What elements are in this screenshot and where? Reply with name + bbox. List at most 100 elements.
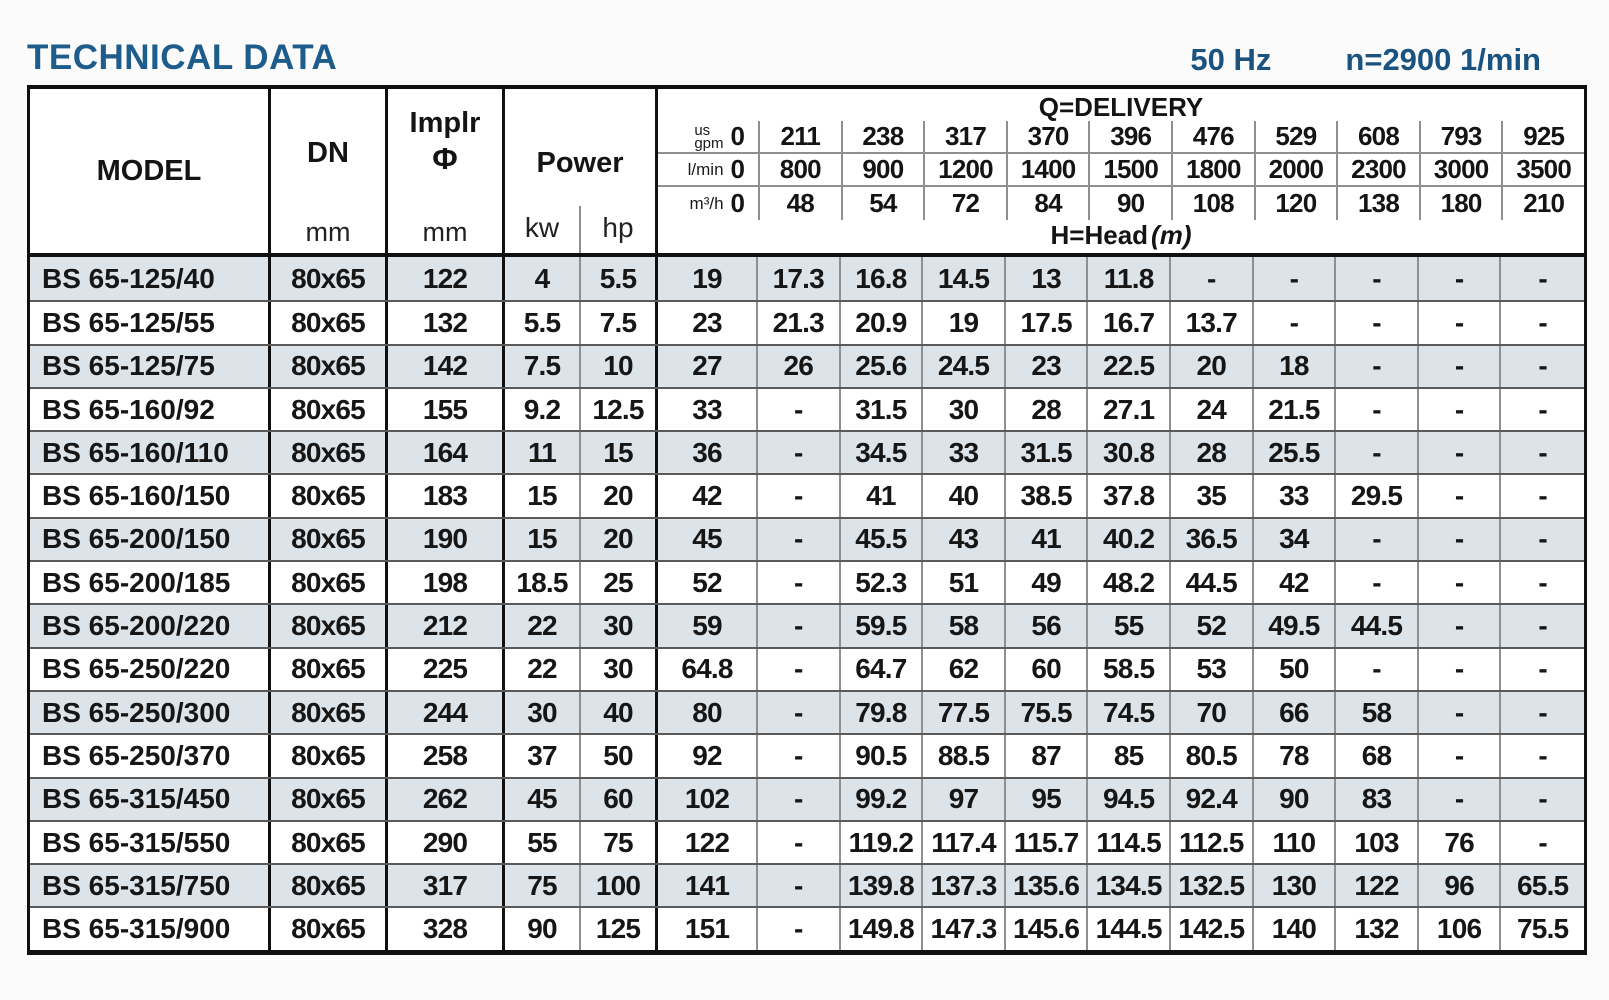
impeller-diameter-cell: 244 (388, 691, 505, 734)
delivery-value-cell: 529 (1253, 121, 1337, 153)
power-hp-cell: 30 (581, 605, 658, 647)
frequency-label: 50 Hz (1190, 42, 1272, 77)
head-value-cell: 56 (1006, 605, 1089, 647)
head-value-cell: 36 (658, 432, 758, 474)
head-value-cell: 62 (923, 648, 1006, 690)
head-value-cell: 25.5 (1254, 432, 1337, 474)
m3h-label: m³/h (689, 193, 724, 213)
model-cell: BS 65-315/450 (30, 778, 271, 820)
head-value-cell: 51 (923, 562, 1006, 604)
col-header-dn: DN mm (271, 89, 388, 253)
head-value-cell: 33 (1254, 475, 1337, 517)
impeller-diameter-cell: 262 (388, 778, 505, 820)
impeller-diameter-cell: 155 (388, 388, 505, 431)
head-value-cell: - (1171, 257, 1254, 301)
head-value-cell: 42 (658, 475, 758, 517)
head-value-cell: 80 (658, 691, 758, 734)
model-cell: BS 65-200/185 (30, 562, 271, 604)
head-value-cell: - (1254, 302, 1337, 344)
model-cell: BS 65-250/220 (30, 648, 271, 690)
head-value-cell: 50 (1254, 648, 1337, 690)
head-value-cell: 19 (658, 257, 758, 301)
power-kw-cell: 22 (505, 605, 581, 647)
head-value-cell: - (1538, 696, 1547, 728)
model-cell: BS 65-200/220 (30, 605, 271, 647)
head-value-cell: 52 (1171, 605, 1254, 647)
model-cell: BS 65-250/370 (30, 735, 271, 777)
head-value-cell: 38.5 (1006, 475, 1089, 517)
head-value-cell: 20.9 (841, 302, 924, 344)
head-value-cell: - (758, 735, 841, 777)
head-value-cell: 34 (1254, 518, 1337, 561)
dn-cell: 80x65 (271, 908, 388, 950)
table-row: BS 65-315/450 80x65 262 45 60 102-99.2 97 95 94.… (30, 776, 1584, 820)
power-hp-cell: 7.5 (581, 302, 658, 344)
head-value-cell: 103 (1336, 821, 1419, 864)
head-value-cell: - (758, 432, 841, 474)
dn-cell: 80x65 (271, 302, 388, 344)
table-row: BS 65-160/92 80x65 155 9.2 12.5 33-31.5 30 28 27… (30, 386, 1584, 431)
power-hp-cell: 125 (581, 908, 658, 950)
head-value-cell: - (1538, 783, 1547, 815)
head-value-cell: - (758, 648, 841, 690)
head-value-cell: 132.5 (1171, 865, 1254, 907)
head-value-cell: 70 (1171, 691, 1254, 734)
head-value-cell: 58 (923, 605, 1006, 647)
head-value-cell: 132 (1336, 908, 1419, 950)
power-hp-cell: 100 (581, 865, 658, 907)
delivery-value-cell: 84 (1005, 187, 1089, 221)
head-value-cell: 74.5 (1088, 691, 1171, 734)
table-row: BS 65-315/550 80x65 290 55 75 122-119.2 117.4 1… (30, 819, 1584, 864)
delivery-value-cell: 238 (840, 121, 924, 153)
power-hp-cell: 40 (581, 691, 658, 734)
title-bar: TECHNICAL DATA 50 Hz n=2900 1/min (27, 16, 1587, 78)
dn-cell: 80x65 (271, 432, 388, 474)
delivery-value-cell: 211 (758, 121, 841, 153)
head-value-cell: 16.8 (841, 257, 924, 301)
head-value-cell: 75.5 (1006, 691, 1089, 734)
model-cell: BS 65-125/40 (30, 257, 271, 301)
table-row: BS 65-250/300 80x65 244 30 40 80-79.8 77.5 75.5… (30, 689, 1584, 734)
head-value-cell: - (1538, 610, 1547, 642)
table-row: BS 65-200/150 80x65 190 15 20 45-45.5 43 41 40.2… (30, 516, 1584, 561)
lmin-unit-cell: l/min 0 (658, 154, 758, 185)
head-value-cell: 65.5 (1517, 869, 1569, 901)
head-value-cell: 30.8 (1088, 432, 1171, 474)
table-header: MODEL DN mm Implr Φ mm Power kw hp (30, 89, 1584, 257)
delivery-m3h-row: m³/h 0 48 54 72 84 90 108 120 138 180 210 (658, 187, 1584, 221)
table-row: BS 65-200/220 80x65 212 22 30 59-59.5 58 56 55 52… (30, 603, 1584, 647)
col-header-impeller: Implr Φ mm (388, 89, 505, 253)
dn-cell: 80x65 (271, 345, 388, 387)
head-value-cell: 83 (1336, 778, 1419, 820)
head-value-cell: 14.5 (923, 257, 1006, 301)
head-value-cell: 55 (1088, 605, 1171, 647)
power-hp-cell: 5.5 (581, 257, 658, 301)
head-value-cell: 130 (1254, 865, 1337, 907)
power-hp-cell: 75 (581, 821, 658, 864)
head-value-cell: 58 (1336, 691, 1419, 734)
head-value-cell: 151 (658, 908, 758, 950)
head-value-cell: 137.3 (923, 865, 1006, 907)
head-value-cell: 18 (1254, 345, 1337, 387)
delivery-value-cell: 370 (1005, 121, 1089, 153)
head-value-cell: 19 (923, 302, 1006, 344)
head-value-cell: - (1336, 388, 1419, 431)
model-cell: BS 65-315/550 (30, 821, 271, 864)
head-value-cell: 52.3 (841, 562, 924, 604)
head-value-cell: 23 (658, 302, 758, 344)
head-value-cell: 79.8 (841, 691, 924, 734)
head-value-cell: - (1336, 518, 1419, 561)
impeller-diameter-cell: 290 (388, 821, 505, 864)
head-value-cell: 24.5 (923, 345, 1006, 387)
table-row: BS 65-125/75 80x65 142 7.5 10 27 26 25.6 24.5 23 2… (30, 343, 1584, 387)
head-value-cell: 94.5 (1088, 778, 1171, 820)
head-value-cell: 36.5 (1171, 518, 1254, 561)
dn-cell: 80x65 (271, 562, 388, 604)
delivery-value-cell: 54 (840, 187, 924, 221)
head-value-cell: 99.2 (841, 778, 924, 820)
impeller-diameter-cell: 164 (388, 432, 505, 474)
table-row: BS 65-125/55 80x65 132 5.5 7.5 23 21.3 20.9 19 17… (30, 300, 1584, 344)
gpm-zero-value: 0 (730, 121, 745, 152)
head-value-cell: - (1538, 653, 1547, 685)
speed-label: n=2900 1/min (1345, 42, 1541, 77)
